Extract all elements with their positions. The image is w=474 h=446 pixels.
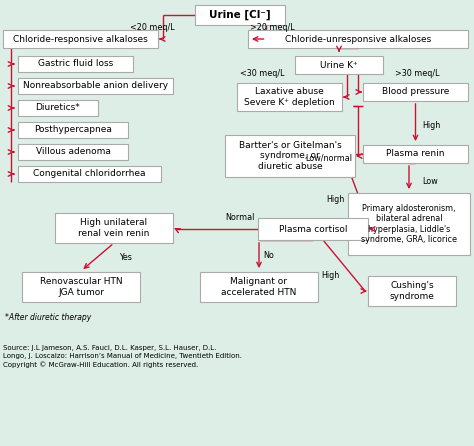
Text: Chloride-responsive alkaloses: Chloride-responsive alkaloses xyxy=(13,34,148,44)
Text: Low: Low xyxy=(422,177,438,186)
Text: Primary aldosteronism,
bilateral adrenal
hyperplasia, Liddle's
syndrome, GRA, li: Primary aldosteronism, bilateral adrenal… xyxy=(361,204,457,244)
Text: >20 meq/L: >20 meq/L xyxy=(250,22,295,32)
FancyBboxPatch shape xyxy=(295,56,383,74)
Text: Source: J.L Jameson, A.S. Fauci, D.L. Kasper, S.L. Hauser, D.L.
Longo, J. Loscal: Source: J.L Jameson, A.S. Fauci, D.L. Ka… xyxy=(3,345,242,368)
FancyBboxPatch shape xyxy=(55,213,173,243)
FancyBboxPatch shape xyxy=(200,272,318,302)
Text: Villous adenoma: Villous adenoma xyxy=(36,148,110,157)
FancyBboxPatch shape xyxy=(348,193,470,255)
Text: <20 meq/L: <20 meq/L xyxy=(130,22,175,32)
Text: Urine [Cl⁻]: Urine [Cl⁻] xyxy=(209,10,271,20)
Text: High: High xyxy=(327,195,345,205)
Text: Plasma renin: Plasma renin xyxy=(386,149,445,158)
Text: Laxative abuse
Severe K⁺ depletion: Laxative abuse Severe K⁺ depletion xyxy=(244,87,335,107)
FancyBboxPatch shape xyxy=(237,83,342,111)
FancyBboxPatch shape xyxy=(18,122,128,138)
Text: Plasma cortisol: Plasma cortisol xyxy=(279,224,347,234)
FancyBboxPatch shape xyxy=(18,56,133,72)
Text: Bartter's or Gitelman's
syndrome, or
diuretic abuse: Bartter's or Gitelman's syndrome, or diu… xyxy=(238,141,341,171)
Text: Urine K⁺: Urine K⁺ xyxy=(320,61,358,70)
Text: Yes: Yes xyxy=(119,253,132,262)
Text: Normal: Normal xyxy=(226,214,255,223)
Text: Malignant or
accelerated HTN: Malignant or accelerated HTN xyxy=(221,277,297,297)
FancyBboxPatch shape xyxy=(363,145,468,163)
FancyBboxPatch shape xyxy=(368,276,456,306)
Text: *After diuretic therapy: *After diuretic therapy xyxy=(5,314,91,322)
Text: High: High xyxy=(322,272,340,281)
Text: Gastric fluid loss: Gastric fluid loss xyxy=(38,59,113,69)
FancyBboxPatch shape xyxy=(18,144,128,160)
Text: <30 meq/L: <30 meq/L xyxy=(240,70,285,78)
FancyBboxPatch shape xyxy=(3,30,158,48)
FancyBboxPatch shape xyxy=(18,78,173,94)
FancyBboxPatch shape xyxy=(248,30,468,48)
FancyBboxPatch shape xyxy=(18,100,98,116)
Text: Diuretics*: Diuretics* xyxy=(36,103,81,112)
FancyBboxPatch shape xyxy=(18,166,161,182)
FancyBboxPatch shape xyxy=(363,83,468,101)
Text: No: No xyxy=(263,252,274,260)
Text: Chloride-unresponsive alkaloses: Chloride-unresponsive alkaloses xyxy=(285,34,431,44)
Text: >30 meq/L: >30 meq/L xyxy=(395,70,439,78)
Text: Cushing's
syndrome: Cushing's syndrome xyxy=(390,281,435,301)
Text: Nonreabsorbable anion delivery: Nonreabsorbable anion delivery xyxy=(23,82,168,91)
Text: Low/normal: Low/normal xyxy=(305,153,352,162)
FancyBboxPatch shape xyxy=(195,5,285,25)
FancyBboxPatch shape xyxy=(225,135,355,177)
FancyBboxPatch shape xyxy=(258,218,368,240)
Text: Congenital chloridorrhea: Congenital chloridorrhea xyxy=(33,169,146,178)
Text: Posthypercapnea: Posthypercapnea xyxy=(34,125,112,135)
Text: Renovascular HTN
JGA tumor: Renovascular HTN JGA tumor xyxy=(40,277,122,297)
Text: High unilateral
renal vein renin: High unilateral renal vein renin xyxy=(78,218,150,238)
Text: High: High xyxy=(422,120,440,129)
FancyBboxPatch shape xyxy=(22,272,140,302)
Text: Blood pressure: Blood pressure xyxy=(382,87,449,96)
